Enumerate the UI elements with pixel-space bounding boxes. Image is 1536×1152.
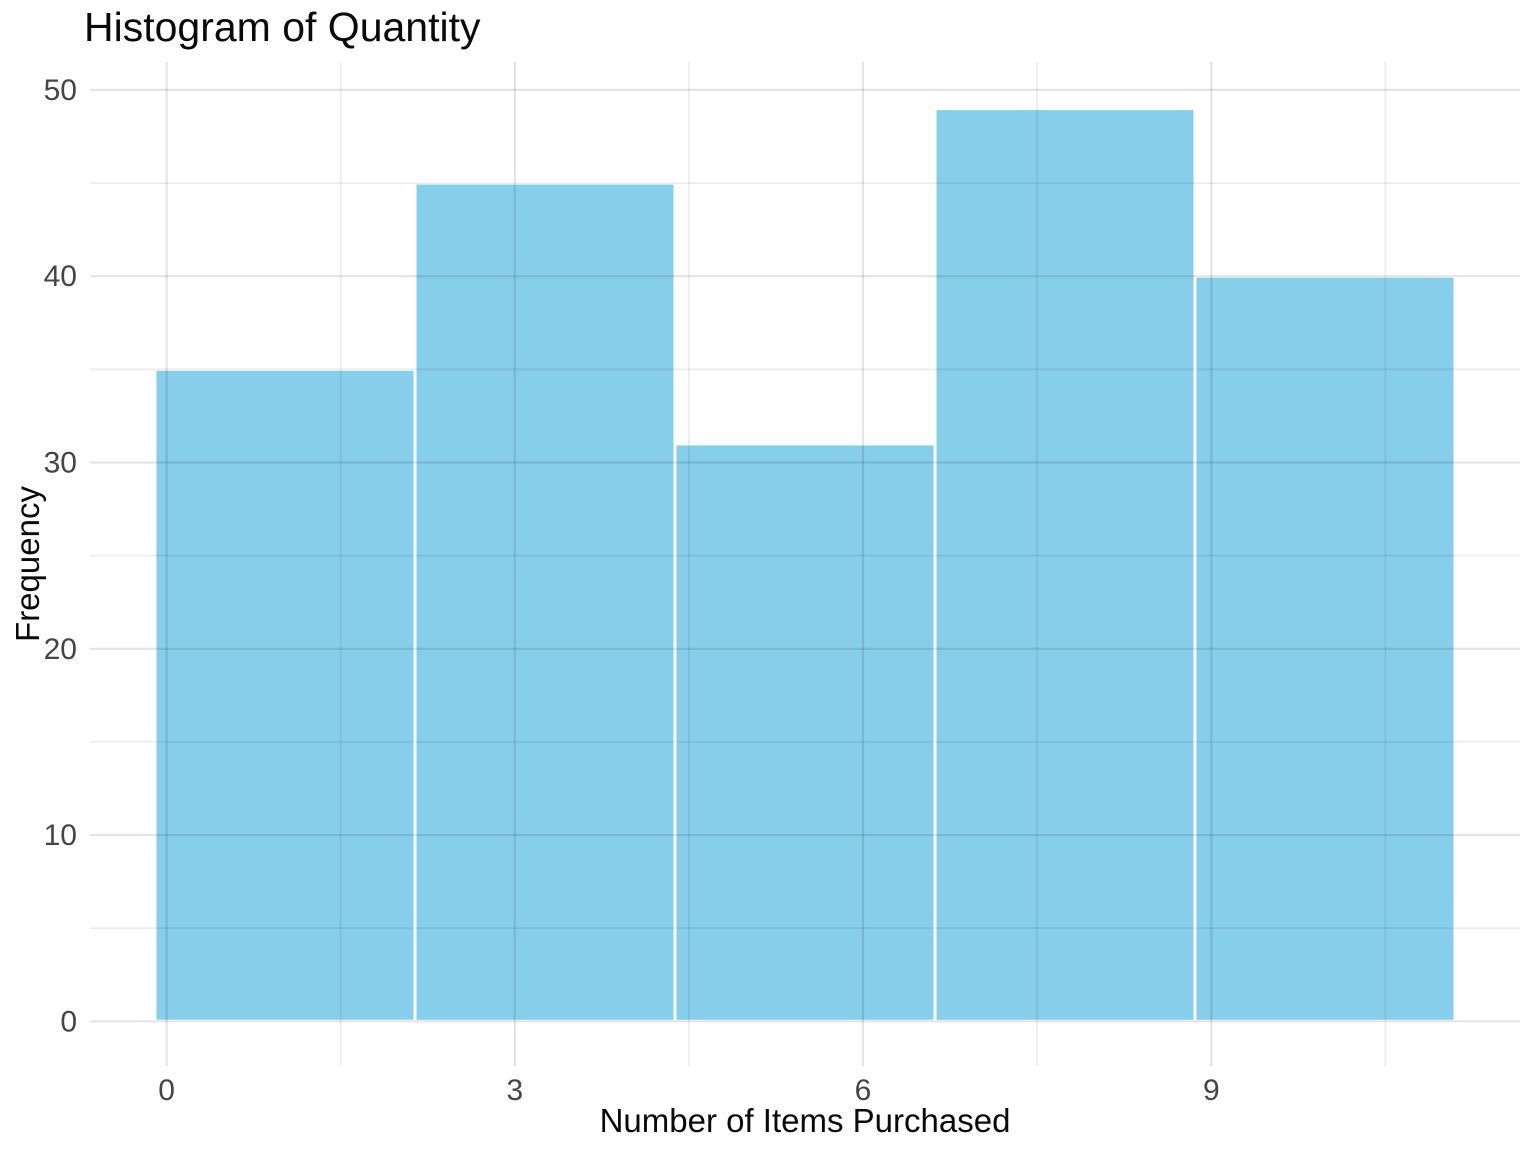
y-tick-label: 40 (44, 260, 77, 293)
x-axis-title: Number of Items Purchased (599, 1102, 1011, 1139)
x-tick-label: 6 (855, 1074, 872, 1107)
y-tick-label: 0 (60, 1005, 77, 1038)
histogram-bar (1193, 274, 1457, 1023)
x-tick-label: 0 (158, 1074, 175, 1107)
histogram-bar (933, 107, 1197, 1023)
x-tick-label: 9 (1203, 1074, 1220, 1107)
y-tick-label: 30 (44, 447, 77, 480)
histogram-bar (153, 367, 417, 1023)
y-tick-label: 50 (44, 74, 77, 107)
x-tick-label: 3 (506, 1074, 523, 1107)
y-tick-label: 20 (44, 633, 77, 666)
histogram-bar (673, 442, 937, 1023)
histogram-bar (413, 181, 677, 1023)
chart-title: Histogram of Quantity (84, 4, 481, 50)
y-tick-label: 10 (44, 819, 77, 852)
